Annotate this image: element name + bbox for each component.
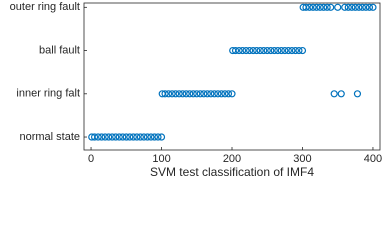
chart: SVM test classification of IMF4 0 100 200 3…: [9, 1, 383, 180]
y-tick-label: ball fault: [39, 44, 80, 56]
point: [238, 46, 247, 55]
point: [323, 3, 331, 11]
point: [260, 46, 268, 55]
point: [348, 3, 356, 11]
point: [298, 46, 307, 55]
point: [235, 46, 243, 55]
x-tick-label: 400: [364, 153, 382, 165]
point: [189, 90, 197, 98]
point: [284, 46, 292, 55]
x-tick-label: 300: [293, 153, 311, 165]
point: [231, 46, 240, 55]
point: [203, 90, 211, 98]
point: [196, 90, 204, 98]
point: [295, 46, 303, 55]
y-tick-label: outer ring fault: [10, 1, 80, 13]
point: [224, 90, 233, 98]
point: [253, 46, 261, 55]
point: [358, 3, 366, 11]
point: [249, 46, 257, 55]
point: [98, 133, 106, 141]
point: [164, 90, 173, 98]
point: [115, 133, 123, 141]
point: [136, 133, 144, 141]
y-tick-label: normal state: [19, 131, 80, 143]
point: [182, 90, 190, 98]
point: [320, 3, 328, 11]
point: [119, 133, 127, 141]
point: [175, 90, 183, 98]
point: [369, 3, 377, 11]
point: [217, 90, 226, 98]
point: [246, 46, 254, 55]
point: [330, 90, 338, 98]
point: [101, 133, 109, 141]
point: [355, 3, 363, 11]
point: [341, 3, 349, 11]
point: [179, 90, 187, 98]
plot-area: [83, 2, 381, 151]
point: [270, 46, 278, 55]
point: [122, 133, 130, 141]
point: [351, 3, 359, 11]
point: [193, 90, 201, 98]
point: [147, 133, 155, 141]
point: [263, 46, 271, 55]
point: [108, 133, 116, 141]
point: [353, 90, 362, 98]
point: [161, 90, 169, 98]
point: [316, 3, 324, 11]
point: [210, 90, 218, 98]
point: [365, 3, 374, 11]
point: [207, 90, 215, 98]
point: [214, 90, 222, 98]
point: [362, 3, 370, 11]
page: SVM test classification of IMF4 0 100 200 3…: [9, 1, 383, 180]
point: [168, 90, 176, 98]
point: [337, 90, 345, 98]
x-axis-label: SVM test classification of IMF4: [150, 165, 314, 179]
point: [305, 3, 314, 11]
point: [312, 3, 321, 11]
point: [221, 90, 229, 98]
point: [133, 133, 141, 141]
point: [126, 133, 134, 141]
point: [302, 3, 310, 11]
point: [150, 133, 159, 141]
point: [242, 46, 250, 55]
point: [186, 90, 194, 98]
point: [274, 46, 282, 55]
point: [291, 46, 300, 55]
point: [90, 133, 99, 141]
point: [281, 46, 289, 55]
point: [334, 3, 342, 11]
point: [288, 46, 296, 55]
y-tick-label: inner ring falt: [16, 88, 80, 100]
x-tick-label: 100: [152, 153, 170, 165]
point: [172, 90, 180, 98]
point: [256, 46, 264, 55]
point: [105, 133, 113, 141]
point: [140, 133, 148, 141]
point: [267, 46, 275, 55]
point: [154, 133, 162, 141]
point: [94, 133, 102, 141]
point: [309, 3, 317, 11]
x-tick-label: 0: [88, 153, 94, 165]
point: [277, 46, 285, 55]
x-tick-label: 200: [223, 153, 241, 165]
point: [200, 90, 208, 98]
point: [143, 133, 152, 141]
point: [344, 3, 352, 11]
point: [129, 133, 137, 141]
point: [327, 3, 335, 11]
point: [228, 90, 236, 98]
point: [112, 133, 120, 141]
point: [157, 133, 166, 141]
